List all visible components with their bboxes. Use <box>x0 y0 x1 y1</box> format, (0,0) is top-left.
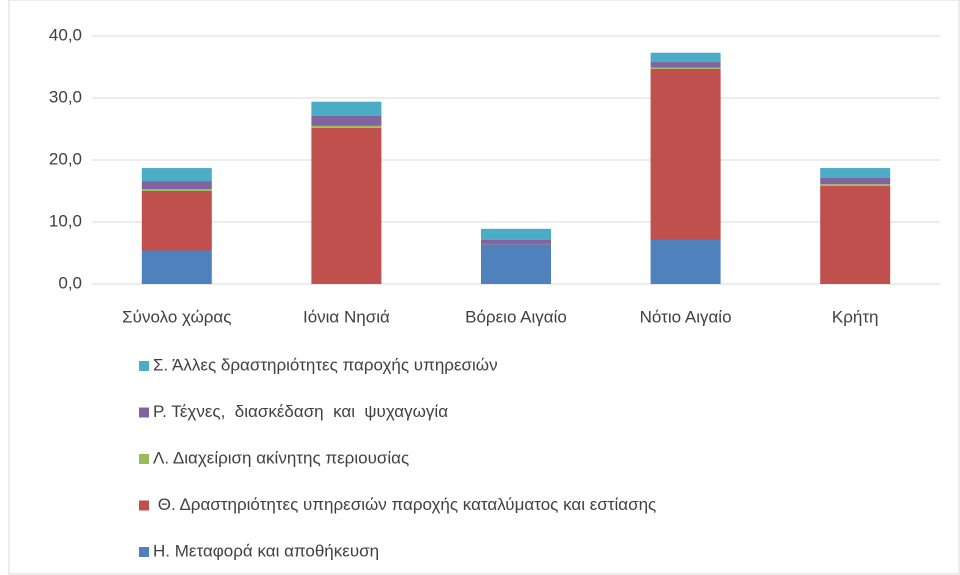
y-tick-label: 20,0 <box>49 149 82 168</box>
y-tick-label: 40,0 <box>49 25 82 44</box>
bar-segment <box>141 189 212 191</box>
x-tick-label: Βόρειο Αιγαίο <box>465 307 567 326</box>
bar-segment <box>820 168 891 178</box>
bar-segment <box>820 186 891 284</box>
y-tick-label: 0,0 <box>58 273 82 292</box>
x-tick-label: Σύνολο χώρας <box>122 307 231 326</box>
bar-segment <box>650 239 721 284</box>
legend-swatch <box>139 454 149 464</box>
bar-segment <box>311 125 382 128</box>
bar-segment <box>650 68 721 240</box>
bar-segment <box>141 181 212 190</box>
bar-segment <box>141 250 212 284</box>
bar-segment <box>650 52 721 63</box>
bar-segment <box>481 239 551 244</box>
legend-swatch <box>139 407 149 418</box>
bar-segment <box>311 101 382 116</box>
bar-segment <box>141 168 212 182</box>
legend-swatch <box>139 500 149 511</box>
legend-label: Λ. Διαχείριση ακίνητης περιουσίας <box>153 448 409 467</box>
legend-label: Η. Μεταφορά και αποθήκευση <box>153 541 379 560</box>
bar-segment <box>650 67 721 69</box>
legend-swatch <box>139 547 149 557</box>
bar-segment <box>311 127 382 284</box>
legend-label: Θ. Δραστηριότητες υπηρεσιών παροχής κατα… <box>153 495 656 514</box>
x-tick-label: Ιόνια Νησιά <box>303 307 390 326</box>
bar-segment <box>141 191 212 251</box>
legend-label: Ρ. Τέχνες, διασκέδαση και ψυχαγωγία <box>153 402 448 421</box>
bar-segment <box>820 184 891 187</box>
x-tick-label: Νότιο Αιγαίο <box>640 307 732 326</box>
bar-segment <box>820 177 891 185</box>
legend-swatch <box>139 361 149 371</box>
legend-label: Σ. Άλλες δραστηριότητες παροχής υπηρεσιώ… <box>153 355 498 374</box>
bar-segment <box>481 228 551 240</box>
bar-segment <box>481 244 551 284</box>
bar-segment <box>311 115 382 126</box>
y-tick-label: 10,0 <box>49 211 82 230</box>
y-tick-label: 30,0 <box>49 87 82 106</box>
x-tick-label: Κρήτη <box>832 307 879 326</box>
bar-segment <box>481 243 551 245</box>
bar-segment <box>650 62 721 68</box>
chart-frame <box>8 0 960 575</box>
